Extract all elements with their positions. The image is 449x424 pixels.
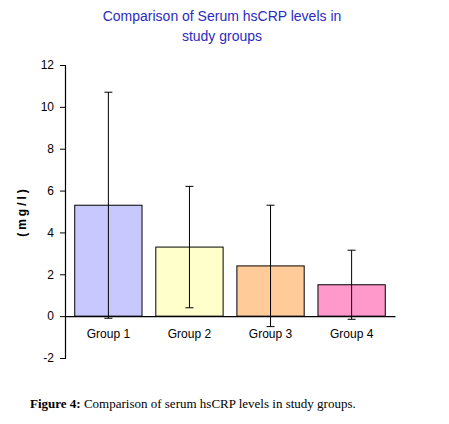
figure-caption: Figure 4: Comparison of serum hsCRP leve… xyxy=(30,396,356,411)
title-line: Comparison of Serum hsCRP levels in xyxy=(103,8,342,24)
y-tick-label: 8 xyxy=(47,142,54,156)
error-cap xyxy=(104,92,112,93)
x-tick-label: Group 1 xyxy=(87,327,131,341)
title-line: study groups xyxy=(182,28,262,44)
y-tick-label: 12 xyxy=(41,58,55,72)
y-tick-mark xyxy=(60,65,65,66)
chart-title: Comparison of Serum hsCRP levels in study… xyxy=(103,8,342,44)
y-tick: 4 xyxy=(47,226,65,240)
y-tick-label: 0 xyxy=(47,309,54,323)
error-cap xyxy=(185,307,193,308)
error-cap xyxy=(104,318,112,319)
error-line xyxy=(351,250,352,319)
x-tick-label: Group 2 xyxy=(168,327,212,341)
x-tick: Group 4 xyxy=(330,316,374,341)
y-tick-label: 6 xyxy=(47,184,54,198)
y-tick-label: 4 xyxy=(47,226,54,240)
caption-text: Comparison of serum hsCRP levels in stud… xyxy=(81,396,356,411)
y-tick-mark xyxy=(60,316,65,317)
error-cap xyxy=(267,205,275,206)
y-tick-mark xyxy=(60,232,65,233)
x-tick: Group 1 xyxy=(87,316,131,341)
x-tick: Group 2 xyxy=(168,316,212,341)
x-axis-line xyxy=(66,316,396,317)
y-tick-label: -2 xyxy=(43,351,54,365)
y-tick: 8 xyxy=(47,142,65,156)
y-axis-title: (mg/l) xyxy=(15,186,29,237)
caption-label: Figure 4: xyxy=(30,396,81,411)
y-axis-line xyxy=(60,66,66,359)
error-bar xyxy=(185,186,193,307)
y-tick: 6 xyxy=(47,184,65,198)
y-tick: 10 xyxy=(41,100,65,114)
x-tick-label: Group 3 xyxy=(249,327,293,341)
error-cap xyxy=(185,186,193,187)
y-tick: 0 xyxy=(47,309,65,323)
x-tick: Group 3 xyxy=(249,316,293,341)
x-axis: Group 1 Group 2 Group 3 Group 4 xyxy=(66,316,396,341)
y-tick: 2 xyxy=(47,268,65,282)
y-tick-mark xyxy=(60,274,65,275)
error-line xyxy=(270,205,271,326)
y-tick-mark xyxy=(60,149,65,150)
error-bar xyxy=(348,250,356,319)
error-line xyxy=(189,186,190,307)
chart-svg: -2 0 2 4 6 8 10 12 Group 1 Group 2 Group 3 Group 4 (… xyxy=(0,0,449,424)
y-tick: 12 xyxy=(41,58,65,72)
marks xyxy=(75,92,386,326)
error-cap xyxy=(348,250,356,251)
plot: -2 0 2 4 6 8 10 12 Group 1 Group 2 Group 3 Group 4 xyxy=(41,58,396,365)
y-tick: -2 xyxy=(43,351,65,365)
y-tick-mark xyxy=(60,107,65,108)
y-tick-mark xyxy=(60,191,65,192)
error-bar xyxy=(267,205,275,326)
y-axis: -2 0 2 4 6 8 10 12 xyxy=(41,58,66,365)
x-tick-label: Group 4 xyxy=(330,327,374,341)
y-tick-label: 10 xyxy=(41,100,55,114)
error-line xyxy=(108,92,109,318)
error-bar xyxy=(104,92,112,318)
y-tick-mark xyxy=(60,358,65,359)
y-tick-label: 2 xyxy=(47,268,54,282)
error-cap xyxy=(348,319,356,320)
